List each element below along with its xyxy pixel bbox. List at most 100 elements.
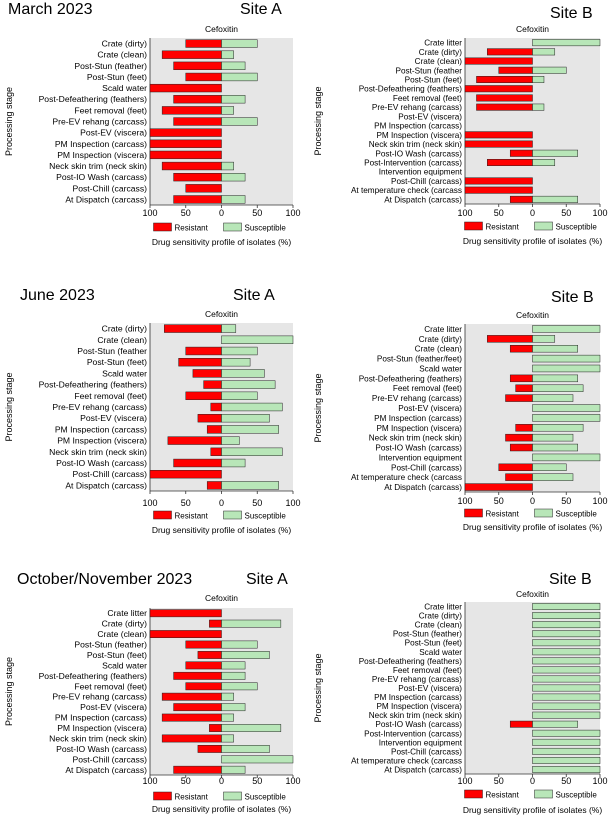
bar-resistant xyxy=(173,61,222,70)
category-label: Crate (clean) xyxy=(415,621,463,630)
bar-resistant xyxy=(149,128,222,137)
bar-resistant xyxy=(515,424,533,432)
bar-susceptible xyxy=(532,335,556,343)
bar-resistant xyxy=(161,734,222,743)
category-label: Crate (dirty) xyxy=(102,39,147,49)
category-label: Pre-EV rehang (carcass) xyxy=(372,675,462,684)
legend-label-susceptible: Susceptible xyxy=(556,223,598,232)
bar-susceptible xyxy=(221,447,283,456)
chart-title: Cefoxitin xyxy=(516,589,549,599)
category-label: Post-EV (viscera) xyxy=(398,404,462,413)
y-axis-title: Processing stage xyxy=(313,653,323,722)
bar-resistant xyxy=(498,66,533,74)
bar-susceptible xyxy=(221,161,234,171)
bar-susceptible xyxy=(221,117,258,126)
category-label: At Dispatch (carcass) xyxy=(384,483,462,492)
category-label: Crate (dirty) xyxy=(102,324,147,334)
bar-susceptible xyxy=(532,729,601,737)
legend-swatch-susceptible xyxy=(534,221,553,231)
legend-swatch-susceptible xyxy=(223,510,242,520)
x-tick-label: 100 xyxy=(285,498,300,508)
bar-susceptible xyxy=(221,682,258,691)
category-label: Post-Chill (carcass) xyxy=(73,183,148,193)
bar-susceptible xyxy=(221,436,240,445)
bar-resistant xyxy=(464,131,533,139)
row-3-site-left: Site A xyxy=(246,571,288,588)
bar-susceptible xyxy=(532,344,578,353)
bar-susceptible xyxy=(532,711,601,719)
bar-resistant xyxy=(498,463,533,472)
category-label: Pre-EV rehang (carcass) xyxy=(372,394,462,403)
x-axis-title: Drug sensitivity profile of isolates (%) xyxy=(463,805,603,815)
bar-resistant xyxy=(210,402,222,412)
category-label: Scald water xyxy=(102,660,147,670)
row-2-period: June 2023 xyxy=(20,287,95,304)
bar-susceptible xyxy=(532,702,601,710)
category-label: Crate litter xyxy=(424,603,462,612)
legend-label-susceptible: Susceptible xyxy=(556,510,598,519)
category-label: Post-Intervention (carcass) xyxy=(364,729,462,738)
bar-susceptible xyxy=(221,619,282,628)
bar-resistant xyxy=(464,85,533,93)
category-label: Neck skin trim (neck skin) xyxy=(49,447,147,457)
category-label: Post-Stun (feet) xyxy=(405,639,463,648)
x-tick-label: 50 xyxy=(181,776,191,786)
bar-susceptible xyxy=(532,374,578,383)
legend-label-resistant: Resistant xyxy=(486,510,520,519)
bar-susceptible xyxy=(221,755,294,764)
bar-resistant xyxy=(173,671,222,680)
x-tick-label: 50 xyxy=(494,496,504,506)
bar-resistant xyxy=(509,195,533,203)
bar-susceptible xyxy=(221,724,282,732)
legend-label-susceptible: Susceptible xyxy=(245,224,287,233)
category-label: PM Inspection (carcass) xyxy=(374,122,462,131)
category-label: Crate (clean) xyxy=(415,57,463,66)
bar-susceptible xyxy=(532,603,601,610)
bar-susceptible xyxy=(532,621,601,629)
x-tick-label: 100 xyxy=(457,776,472,786)
bar-susceptible xyxy=(221,106,234,115)
bar-resistant xyxy=(185,184,222,193)
category-label: Crate litter xyxy=(107,608,147,618)
x-tick-label: 50 xyxy=(561,208,571,218)
category-label: At temperature check (carcass xyxy=(351,186,462,195)
bar-resistant xyxy=(505,433,533,442)
category-label: PM Inspection (viscera) xyxy=(376,424,462,433)
category-label: Neck skin trim (neck skin) xyxy=(369,140,463,149)
bar-susceptible xyxy=(532,666,601,674)
category-label: Post-Stun (feather) xyxy=(74,640,147,650)
plot-background xyxy=(465,38,600,204)
bar-resistant xyxy=(197,414,222,423)
chart-title: Cefoxitin xyxy=(205,24,238,34)
bar-susceptible xyxy=(221,640,258,649)
category-label: Post-EV (viscera) xyxy=(398,684,462,693)
bar-resistant xyxy=(203,380,222,389)
category-label: Intervention equipment xyxy=(379,453,463,462)
bar-susceptible xyxy=(221,651,270,659)
bar-resistant xyxy=(210,447,222,456)
x-tick-label: 0 xyxy=(219,208,224,218)
bar-resistant xyxy=(185,640,222,649)
bar-susceptible xyxy=(221,671,246,680)
bar-susceptible xyxy=(532,364,601,373)
bar-susceptible xyxy=(532,463,567,472)
row-3-period: October/November 2023 xyxy=(17,571,192,588)
category-label: Post-Stun (feather xyxy=(396,66,463,75)
legend-label-susceptible: Susceptible xyxy=(556,791,598,800)
bar-susceptible xyxy=(532,414,601,422)
bar-susceptible xyxy=(532,48,556,56)
bar-resistant xyxy=(185,72,222,82)
bar-susceptible xyxy=(532,757,601,764)
category-label: Crate (dirty) xyxy=(419,335,462,344)
legend-swatch-resistant xyxy=(464,508,483,518)
category-label: At Dispatch (carcass) xyxy=(65,480,147,490)
legend-label-resistant: Resistant xyxy=(175,224,209,233)
category-label: At Dispatch (carcass) xyxy=(384,765,462,774)
chart-title: Cefoxitin xyxy=(205,593,238,603)
bar-resistant xyxy=(509,443,533,452)
row-1-site-left: Site A xyxy=(240,1,282,18)
category-label: At Dispatch (carcass) xyxy=(65,765,147,775)
bar-susceptible xyxy=(221,481,279,490)
